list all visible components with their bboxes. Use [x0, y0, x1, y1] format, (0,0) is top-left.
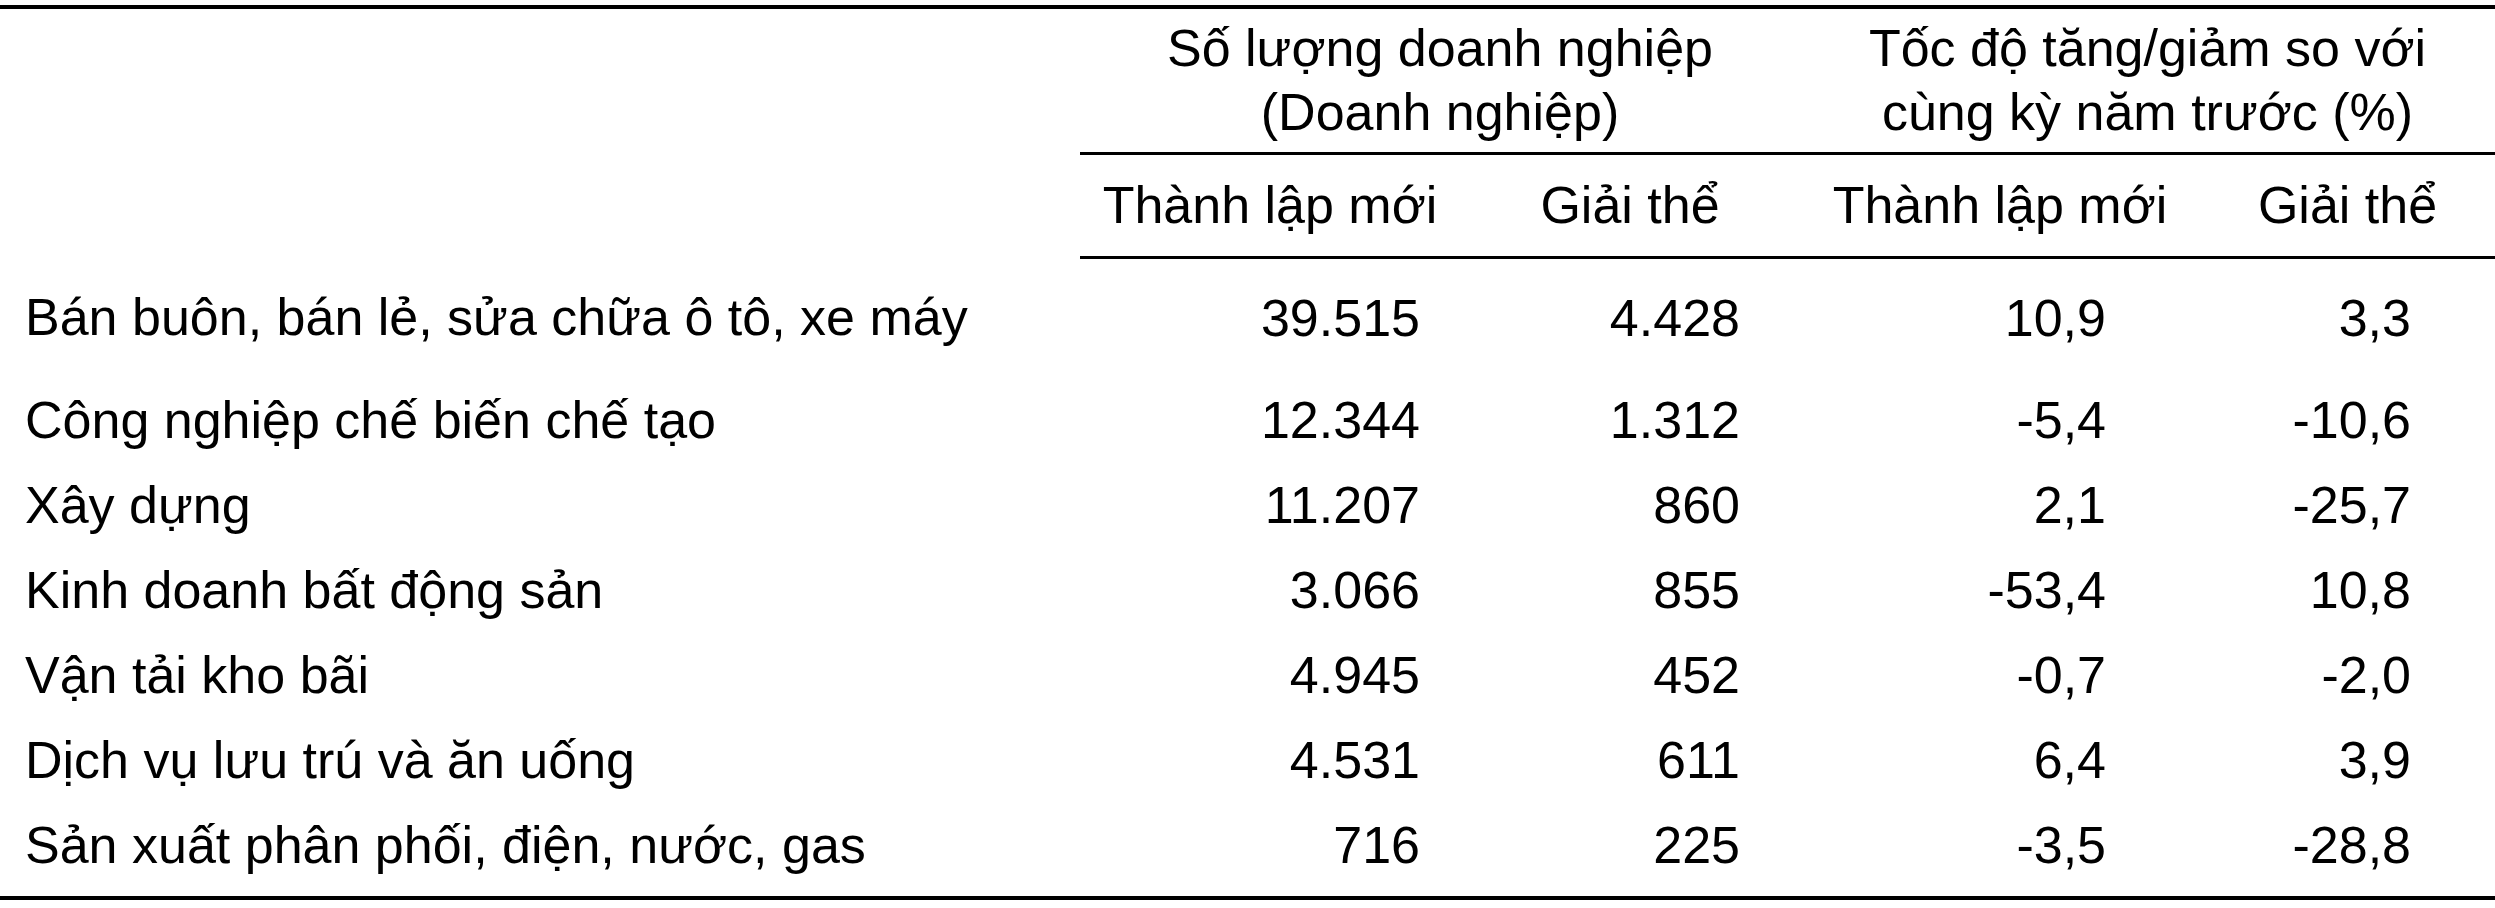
- group-header-enterprise-count-line1: Số lượng doanh nghiệp: [1080, 16, 1800, 80]
- value-cell-count-new: 12.344: [1080, 377, 1460, 462]
- table-row: Vận tải kho bãi 4.945 452 -0,7 -2,0: [0, 632, 2495, 717]
- group-header-growth-rate-line2: cùng kỳ năm trước (%): [1800, 80, 2495, 144]
- industry-label-cell: Bán buôn, bán lẻ, sửa chữa ô tô, xe máy: [0, 257, 1080, 377]
- industry-label-cell: Sản xuất phân phối, điện, nước, gas: [0, 802, 1080, 887]
- value-cell-count-new: 4.531: [1080, 717, 1460, 802]
- value-cell-growth-dissolved: -10,6: [2200, 377, 2495, 462]
- table-bottom-rule: [0, 896, 2495, 900]
- group-header-enterprise-count-line2: (Doanh nghiệp): [1080, 80, 1800, 144]
- subheader-count-newly-established: Thành lập mới: [1080, 153, 1460, 257]
- value-cell-growth-dissolved: 3,3: [2200, 257, 2495, 377]
- value-cell-growth-dissolved: 10,8: [2200, 547, 2495, 632]
- value-cell-count-dissolved: 1.312: [1460, 377, 1800, 462]
- value-cell-growth-new: 2,1: [1800, 462, 2200, 547]
- value-cell-growth-dissolved: -28,8: [2200, 802, 2495, 887]
- value-cell-growth-new: -53,4: [1800, 547, 2200, 632]
- value-cell-growth-dissolved: 3,9: [2200, 717, 2495, 802]
- value-cell-count-new: 3.066: [1080, 547, 1460, 632]
- value-cell-count-dissolved: 225: [1460, 802, 1800, 887]
- business-statistics-table: Số lượng doanh nghiệp (Doanh nghiệp) Tốc…: [0, 9, 2495, 887]
- industry-label-cell: Xây dựng: [0, 462, 1080, 547]
- subheader-growth-newly-established: Thành lập mới: [1800, 153, 2200, 257]
- table-row: Dịch vụ lưu trú và ăn uống 4.531 611 6,4…: [0, 717, 2495, 802]
- group-header-growth-rate-line1: Tốc độ tăng/giảm so với: [1800, 16, 2495, 80]
- group-header-row: Số lượng doanh nghiệp (Doanh nghiệp) Tốc…: [0, 9, 2495, 153]
- table-row: Sản xuất phân phối, điện, nước, gas 716 …: [0, 802, 2495, 887]
- value-cell-growth-dissolved: -25,7: [2200, 462, 2495, 547]
- value-cell-count-new: 39.515: [1080, 257, 1460, 377]
- subheader-growth-dissolved: Giải thể: [2200, 153, 2495, 257]
- value-cell-growth-new: -0,7: [1800, 632, 2200, 717]
- value-cell-count-dissolved: 4.428: [1460, 257, 1800, 377]
- table-row: Kinh doanh bất động sản 3.066 855 -53,4 …: [0, 547, 2495, 632]
- value-cell-count-dissolved: 855: [1460, 547, 1800, 632]
- group-header-enterprise-count: Số lượng doanh nghiệp (Doanh nghiệp): [1080, 9, 1800, 153]
- industry-label-cell: Kinh doanh bất động sản: [0, 547, 1080, 632]
- value-cell-count-new: 716: [1080, 802, 1460, 887]
- table-header: Số lượng doanh nghiệp (Doanh nghiệp) Tốc…: [0, 9, 2495, 257]
- value-cell-count-dissolved: 611: [1460, 717, 1800, 802]
- value-cell-growth-new: 6,4: [1800, 717, 2200, 802]
- table-row: Xây dựng 11.207 860 2,1 -25,7: [0, 462, 2495, 547]
- table-body: Bán buôn, bán lẻ, sửa chữa ô tô, xe máy …: [0, 257, 2495, 887]
- value-cell-growth-new: -5,4: [1800, 377, 2200, 462]
- value-cell-growth-dissolved: -2,0: [2200, 632, 2495, 717]
- industry-column-blank-header: [0, 9, 1080, 257]
- table-row: Bán buôn, bán lẻ, sửa chữa ô tô, xe máy …: [0, 257, 2495, 377]
- industry-label-cell: Vận tải kho bãi: [0, 632, 1080, 717]
- value-cell-growth-new: 10,9: [1800, 257, 2200, 377]
- subheader-count-dissolved: Giải thể: [1460, 153, 1800, 257]
- industry-label-cell: Dịch vụ lưu trú và ăn uống: [0, 717, 1080, 802]
- business-statistics-table-figure: Số lượng doanh nghiệp (Doanh nghiệp) Tốc…: [0, 0, 2495, 908]
- value-cell-growth-new: -3,5: [1800, 802, 2200, 887]
- value-cell-count-dissolved: 860: [1460, 462, 1800, 547]
- value-cell-count-new: 11.207: [1080, 462, 1460, 547]
- industry-label-cell: Công nghiệp chế biến chế tạo: [0, 377, 1080, 462]
- value-cell-count-dissolved: 452: [1460, 632, 1800, 717]
- value-cell-count-new: 4.945: [1080, 632, 1460, 717]
- group-header-growth-rate: Tốc độ tăng/giảm so với cùng kỳ năm trướ…: [1800, 9, 2495, 153]
- table-row: Công nghiệp chế biến chế tạo 12.344 1.31…: [0, 377, 2495, 462]
